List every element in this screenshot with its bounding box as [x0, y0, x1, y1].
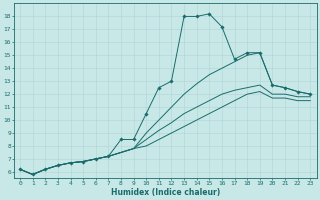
X-axis label: Humidex (Indice chaleur): Humidex (Indice chaleur)	[110, 188, 220, 197]
